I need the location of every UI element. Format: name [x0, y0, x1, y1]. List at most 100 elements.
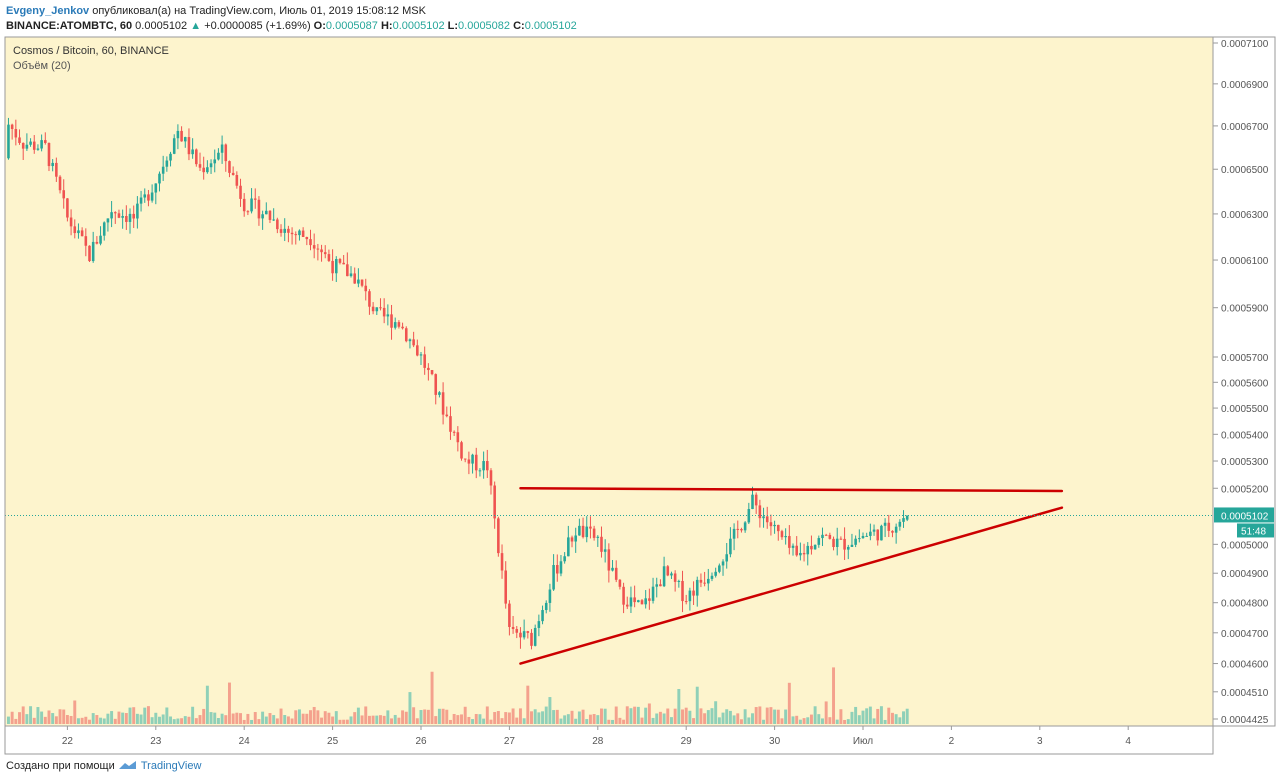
- volume-bar: [456, 715, 460, 724]
- candle-body: [522, 631, 526, 638]
- support-trendline[interactable]: [519, 506, 1064, 665]
- candle-body: [353, 273, 356, 284]
- candle-body: [850, 544, 854, 547]
- plot-area[interactable]: [5, 37, 1213, 726]
- volume-bar: [482, 718, 486, 724]
- footer-text: Создано при помощи: [6, 760, 115, 772]
- volume-bar: [493, 712, 497, 724]
- candle-body: [279, 229, 283, 233]
- candle-body: [309, 239, 312, 246]
- volume-bar: [62, 709, 66, 724]
- volume-bar: [172, 719, 176, 724]
- candle-body: [640, 600, 644, 605]
- candle-body: [515, 629, 519, 633]
- volume-bar: [765, 707, 769, 724]
- volume-bar: [854, 706, 858, 724]
- time-tick-label: 28: [592, 736, 604, 747]
- candle-body: [239, 185, 242, 199]
- candle-body: [187, 137, 191, 155]
- candle-body: [397, 322, 401, 327]
- publish-info: опубликовал(а) на TradingView.com, Июль …: [92, 5, 426, 17]
- volume-bar: [577, 711, 581, 724]
- volume-bar: [784, 709, 788, 724]
- candle-body: [504, 570, 508, 604]
- candle-body: [780, 531, 784, 538]
- candle-body: [839, 538, 843, 540]
- price-tick-label: 0.0007100: [1221, 39, 1269, 50]
- candle-body: [316, 248, 320, 250]
- volume-bar: [533, 709, 537, 724]
- volume-bar: [879, 706, 883, 724]
- candle-body: [253, 198, 257, 200]
- volume-bar: [220, 713, 224, 724]
- volume-bar: [113, 718, 117, 724]
- candle-body: [368, 291, 371, 307]
- volume-bar: [65, 714, 69, 724]
- candle-body: [552, 565, 555, 590]
- candle-body: [788, 536, 791, 548]
- candle-body: [312, 245, 316, 249]
- author-link[interactable]: Evgeny_Jenkov: [6, 5, 90, 17]
- volume-bar: [515, 717, 519, 724]
- candle-body: [438, 392, 441, 395]
- volume-bar: [559, 718, 563, 724]
- candle-body: [323, 252, 327, 255]
- volume-bar: [684, 707, 688, 724]
- candle-body: [648, 598, 651, 601]
- candle-body: [765, 516, 769, 523]
- time-scale-bg[interactable]: [4, 725, 1214, 755]
- candle-body: [644, 598, 647, 605]
- candle-body: [10, 124, 14, 129]
- candle-body: [379, 307, 382, 309]
- candle-body: [445, 414, 449, 417]
- candle-body: [688, 590, 692, 602]
- volume-bar: [813, 706, 817, 724]
- volume-bar: [622, 719, 626, 724]
- price-scale-bg[interactable]: [1212, 36, 1276, 727]
- volume-bar: [76, 718, 80, 724]
- volume-bar: [390, 718, 394, 724]
- volume-bar: [18, 712, 21, 724]
- candle-body: [294, 234, 298, 236]
- volume-bar: [275, 718, 279, 724]
- candle-body: [585, 526, 589, 538]
- price-tick-label: 0.0006100: [1221, 256, 1269, 267]
- candle-body: [740, 529, 743, 531]
- volume-bar: [736, 713, 740, 724]
- volume-bar: [187, 716, 191, 724]
- volume-bar: [194, 718, 198, 724]
- volume-bar: [356, 707, 360, 724]
- tradingview-link[interactable]: TradingView: [140, 760, 202, 772]
- candle-body: [209, 163, 213, 168]
- candle-body: [603, 549, 607, 552]
- resistance-trendline[interactable]: [519, 487, 1064, 493]
- candle-body: [806, 545, 810, 555]
- volume-bar: [364, 706, 368, 724]
- volume-bar: [861, 710, 865, 724]
- volume-bar: [865, 708, 869, 724]
- volume-bar: [128, 707, 132, 724]
- volume-bar: [21, 706, 25, 724]
- volume-bar: [386, 710, 390, 724]
- volume-bar: [371, 715, 375, 724]
- candle-body: [404, 328, 408, 342]
- candle-body: [165, 160, 169, 167]
- candle-body: [651, 586, 655, 601]
- price-tick-label: 0.0005000: [1221, 540, 1269, 551]
- candle-body: [408, 339, 412, 342]
- volume-bar: [430, 671, 434, 724]
- volume-bar: [213, 712, 217, 724]
- volume-bar: [747, 717, 751, 724]
- candle-body: [334, 259, 338, 274]
- volume-bar: [798, 719, 802, 724]
- candle-body: [62, 190, 66, 199]
- volume-bar: [902, 711, 905, 724]
- volume-bar: [754, 707, 758, 724]
- candle-body: [161, 166, 165, 174]
- candle-body: [32, 141, 36, 150]
- candle-body: [570, 537, 574, 542]
- volume-bar: [423, 709, 427, 724]
- volume-bar: [305, 713, 309, 724]
- candle-body: [581, 525, 585, 538]
